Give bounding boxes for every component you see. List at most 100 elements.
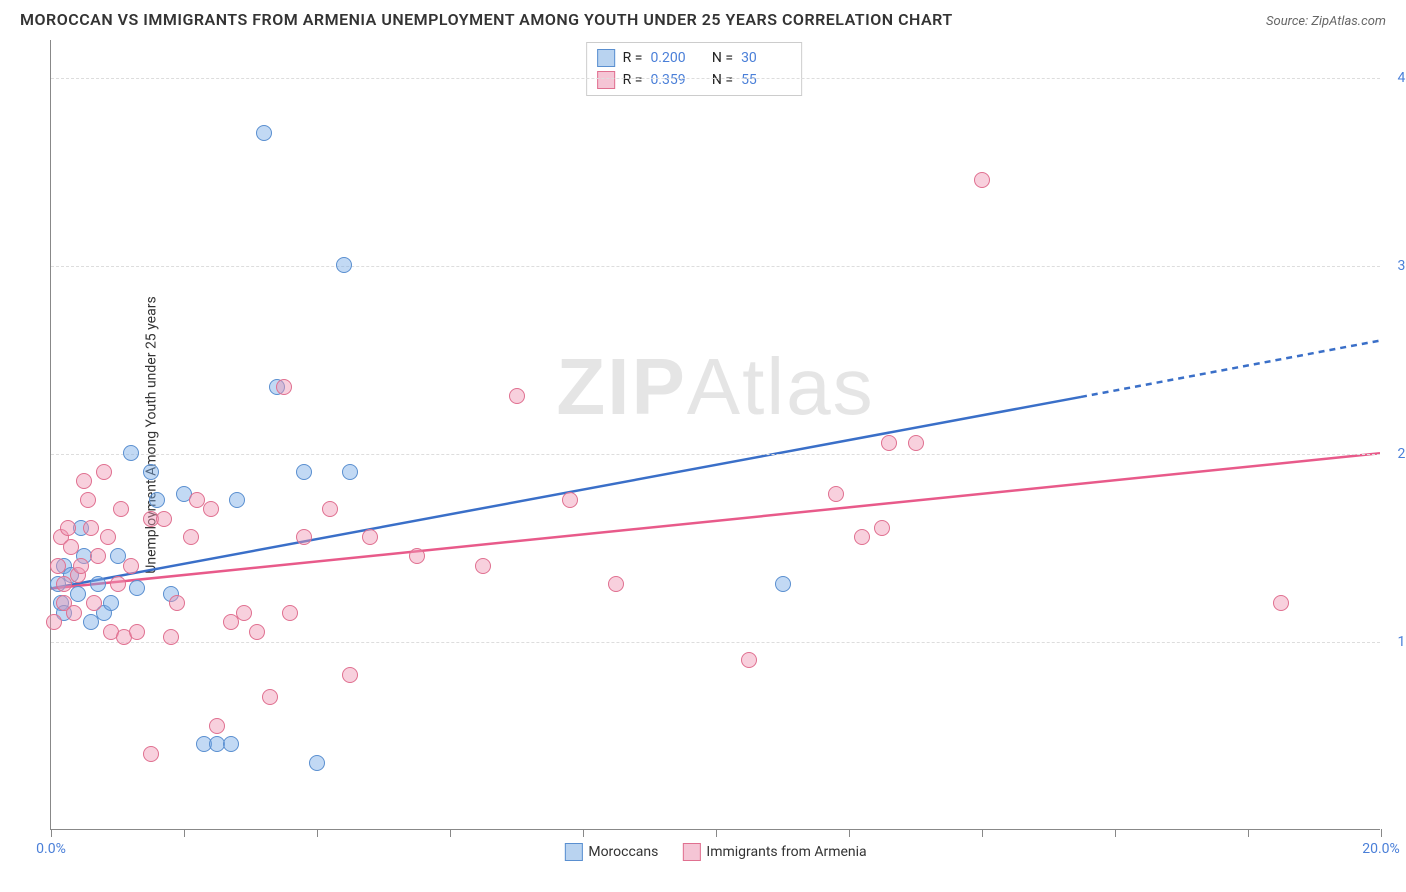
scatter-point [296, 529, 312, 545]
watermark-bold: ZIP [556, 342, 686, 431]
legend-swatch [597, 49, 615, 67]
scatter-point [509, 388, 525, 404]
scatter-point [562, 492, 578, 508]
x-tick [450, 829, 451, 837]
legend-r-label: R = [623, 72, 643, 88]
scatter-point [143, 746, 159, 762]
trend-line [51, 453, 1380, 588]
scatter-point [209, 718, 225, 734]
scatter-point [741, 652, 757, 668]
scatter-point [60, 520, 76, 536]
trend-line-dash [1081, 341, 1380, 397]
scatter-point [80, 492, 96, 508]
scatter-point [183, 529, 199, 545]
scatter-point [163, 629, 179, 645]
scatter-point [475, 558, 491, 574]
scatter-point [123, 558, 139, 574]
scatter-point [854, 529, 870, 545]
scatter-point [1273, 595, 1289, 611]
legend-stat-row: R = 0.200 N = 30 [597, 47, 791, 69]
legend-r-value: 0.359 [650, 72, 700, 88]
scatter-point [156, 511, 172, 527]
trend-lines-svg [51, 40, 1380, 829]
scatter-point [129, 624, 145, 640]
scatter-point [169, 595, 185, 611]
scatter-point [223, 736, 239, 752]
scatter-point [276, 379, 292, 395]
legend-item: Immigrants from Armenia [682, 843, 866, 861]
y-tick-label: 20.0% [1397, 446, 1406, 462]
scatter-point [322, 501, 338, 517]
scatter-point [203, 501, 219, 517]
scatter-point [409, 548, 425, 564]
watermark: ZIPAtlas [556, 341, 874, 433]
scatter-point [149, 492, 165, 508]
x-tick [982, 829, 983, 837]
correlation-legend: R =0.200 N =30R =0.359 N =55 [586, 42, 802, 96]
scatter-point [775, 576, 791, 592]
scatter-point [282, 605, 298, 621]
legend-n-label: N = [708, 50, 733, 66]
scatter-point [96, 464, 112, 480]
scatter-point [123, 445, 139, 461]
scatter-point [103, 595, 119, 611]
legend-r-label: R = [623, 50, 643, 66]
x-tick [583, 829, 584, 837]
scatter-point [100, 529, 116, 545]
scatter-point [296, 464, 312, 480]
scatter-point [362, 529, 378, 545]
chart-title: MOROCCAN VS IMMIGRANTS FROM ARMENIA UNEM… [20, 10, 953, 29]
scatter-point [83, 520, 99, 536]
scatter-point [113, 501, 129, 517]
grid-line-h [51, 454, 1380, 455]
y-axis-label: Unemployment Among Youth under 25 years [144, 296, 160, 573]
grid-line-h [51, 266, 1380, 267]
scatter-point [229, 492, 245, 508]
scatter-point [50, 558, 66, 574]
legend-n-value: 55 [741, 72, 791, 88]
x-tick [51, 829, 52, 837]
watermark-light: Atlas [687, 342, 875, 431]
y-tick-label: 10.0% [1397, 634, 1406, 650]
x-tick-label: 0.0% [36, 841, 66, 857]
series-legend: Moroccans Immigrants from Armenia [564, 843, 866, 861]
scatter-point [828, 486, 844, 502]
scatter-point [974, 172, 990, 188]
scatter-point [143, 464, 159, 480]
scatter-point [46, 614, 62, 630]
scatter-point [63, 539, 79, 555]
scatter-point [76, 473, 92, 489]
legend-r-value: 0.200 [650, 50, 700, 66]
scatter-point [262, 689, 278, 705]
x-tick [184, 829, 185, 837]
grid-line-h [51, 642, 1380, 643]
x-tick [849, 829, 850, 837]
legend-swatch [682, 843, 700, 861]
x-tick-label: 20.0% [1362, 841, 1400, 857]
scatter-point [70, 586, 86, 602]
x-tick [716, 829, 717, 837]
legend-n-value: 30 [741, 50, 791, 66]
scatter-point [86, 595, 102, 611]
legend-swatch [564, 843, 582, 861]
scatter-point [342, 667, 358, 683]
legend-label: Moroccans [588, 844, 658, 860]
scatter-point [129, 580, 145, 596]
scatter-point [66, 605, 82, 621]
plot-area: Unemployment Among Youth under 25 years … [50, 40, 1380, 830]
source-attribution: Source: ZipAtlas.com [1266, 14, 1386, 29]
scatter-point [874, 520, 890, 536]
x-tick [1381, 829, 1382, 837]
legend-swatch [597, 71, 615, 89]
scatter-point [342, 464, 358, 480]
scatter-point [309, 755, 325, 771]
legend-item: Moroccans [564, 843, 658, 861]
grid-line-h [51, 78, 1380, 79]
scatter-point [90, 576, 106, 592]
scatter-point [249, 624, 265, 640]
scatter-point [110, 576, 126, 592]
scatter-point [256, 125, 272, 141]
y-tick-label: 30.0% [1397, 258, 1406, 274]
scatter-point [90, 548, 106, 564]
legend-stat-row: R =0.359 N =55 [597, 69, 791, 91]
